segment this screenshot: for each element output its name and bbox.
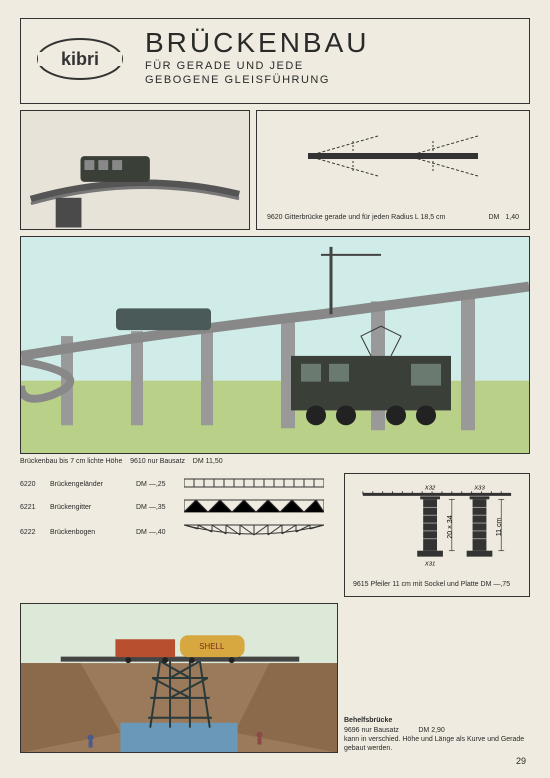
diagram-9620: 9620 Gitterbrücke gerade und für jeden R… <box>256 110 530 230</box>
svg-text:20 × 34: 20 × 34 <box>447 515 454 538</box>
kibri-logo: kibri <box>35 29 125 89</box>
truss-icon <box>184 499 338 515</box>
photo-curved-bridge <box>20 110 250 230</box>
id-9615: 9615 <box>353 581 369 588</box>
part-id: 6220 <box>20 481 42 488</box>
row-parts-pillar: 6220 Brückengeländer DM —,25 6221 Brücke… <box>20 473 530 597</box>
table-row: 6221 Brückengitter DM —,35 <box>20 495 338 519</box>
note-9610: nur Bausatz <box>148 458 185 465</box>
behelfsbruecke-block: Behelfsbrücke 9696 nur Bausatz DM 2,90 k… <box>344 603 530 753</box>
table-row: 6222 Brückenbogen DM —,40 <box>20 519 338 545</box>
note-9696: nur Bausatz <box>362 727 399 734</box>
price-9620: 1,40 <box>505 214 519 221</box>
illustration-trestle-bridge: SHELL <box>20 603 338 753</box>
illustration-main-bridge <box>20 236 530 454</box>
table-row: 6220 Brückengeländer DM —,25 <box>20 473 338 495</box>
part-name: Brückengitter <box>50 504 128 511</box>
svg-text:X32: X32 <box>424 485 436 491</box>
id-9620: 9620 <box>267 214 283 221</box>
desc-9610: Brückenbau bis 7 cm lichte Höhe <box>20 458 122 465</box>
cur-9615: DM <box>481 581 492 588</box>
arch-truss-icon <box>184 523 338 541</box>
caption-9610: Brückenbau bis 7 cm lichte Höhe 9610 nur… <box>20 458 530 465</box>
caption-9620: 9620 Gitterbrücke gerade und für jeden R… <box>267 214 519 221</box>
behelfsbruecke-title: Behelfsbrücke <box>344 716 530 725</box>
row-photo-diagram: 9620 Gitterbrücke gerade und für jeden R… <box>20 110 530 230</box>
subtitle-line1: FÜR GERADE UND JEDE <box>145 59 515 73</box>
desc-9615: Pfeiler 11 cm mit Sockel und Platte <box>371 581 479 588</box>
desc-9696: kann in verschied. Höhe und Länge als Ku… <box>344 735 530 753</box>
id-9696: 9696 <box>344 727 360 734</box>
row-bottom: SHELL Behelfsbrücke 9696 nur Bausatz DM … <box>20 603 530 753</box>
caption-pillar: 9615 Pfeiler 11 cm mit Sockel und Platte… <box>353 581 521 588</box>
id-9610: 9610 <box>130 458 146 465</box>
header: kibri BRÜCKENBAU FÜR GERADE UND JEDE GEB… <box>20 18 530 104</box>
page-title: BRÜCKENBAU <box>145 29 515 57</box>
part-id: 6221 <box>20 504 42 511</box>
subtitle-line2: GEBOGENE GLEISFÜHRUNG <box>145 73 515 87</box>
price-9615: —,75 <box>493 581 510 588</box>
cur-9610: DM <box>193 458 204 465</box>
svg-text:X31: X31 <box>424 562 436 568</box>
part-id: 6222 <box>20 529 42 536</box>
part-name: Brückengeländer <box>50 481 128 488</box>
desc-9620: Gitterbrücke gerade und für jeden Radius… <box>285 214 446 221</box>
title-block: BRÜCKENBAU FÜR GERADE UND JEDE GEBOGENE … <box>145 29 515 88</box>
svg-text:11 cm: 11 cm <box>496 518 503 537</box>
railing-icon <box>184 477 338 491</box>
diagram-pillar: 20 × 34 11 cm X32 X33 X31 9615 Pfeiler 1… <box>344 473 530 597</box>
page-number: 29 <box>516 756 526 766</box>
part-name: Brückenbogen <box>50 529 128 536</box>
price-9696: 2,90 <box>431 727 445 734</box>
svg-text:X33: X33 <box>473 485 485 491</box>
parts-table: 6220 Brückengeländer DM —,25 6221 Brücke… <box>20 473 338 597</box>
cur-9696: DM <box>418 727 429 734</box>
cur-9620: DM <box>488 214 499 221</box>
svg-text:kibri: kibri <box>61 49 99 69</box>
svg-text:SHELL: SHELL <box>199 642 225 651</box>
price-9610: 11,50 <box>206 458 223 465</box>
